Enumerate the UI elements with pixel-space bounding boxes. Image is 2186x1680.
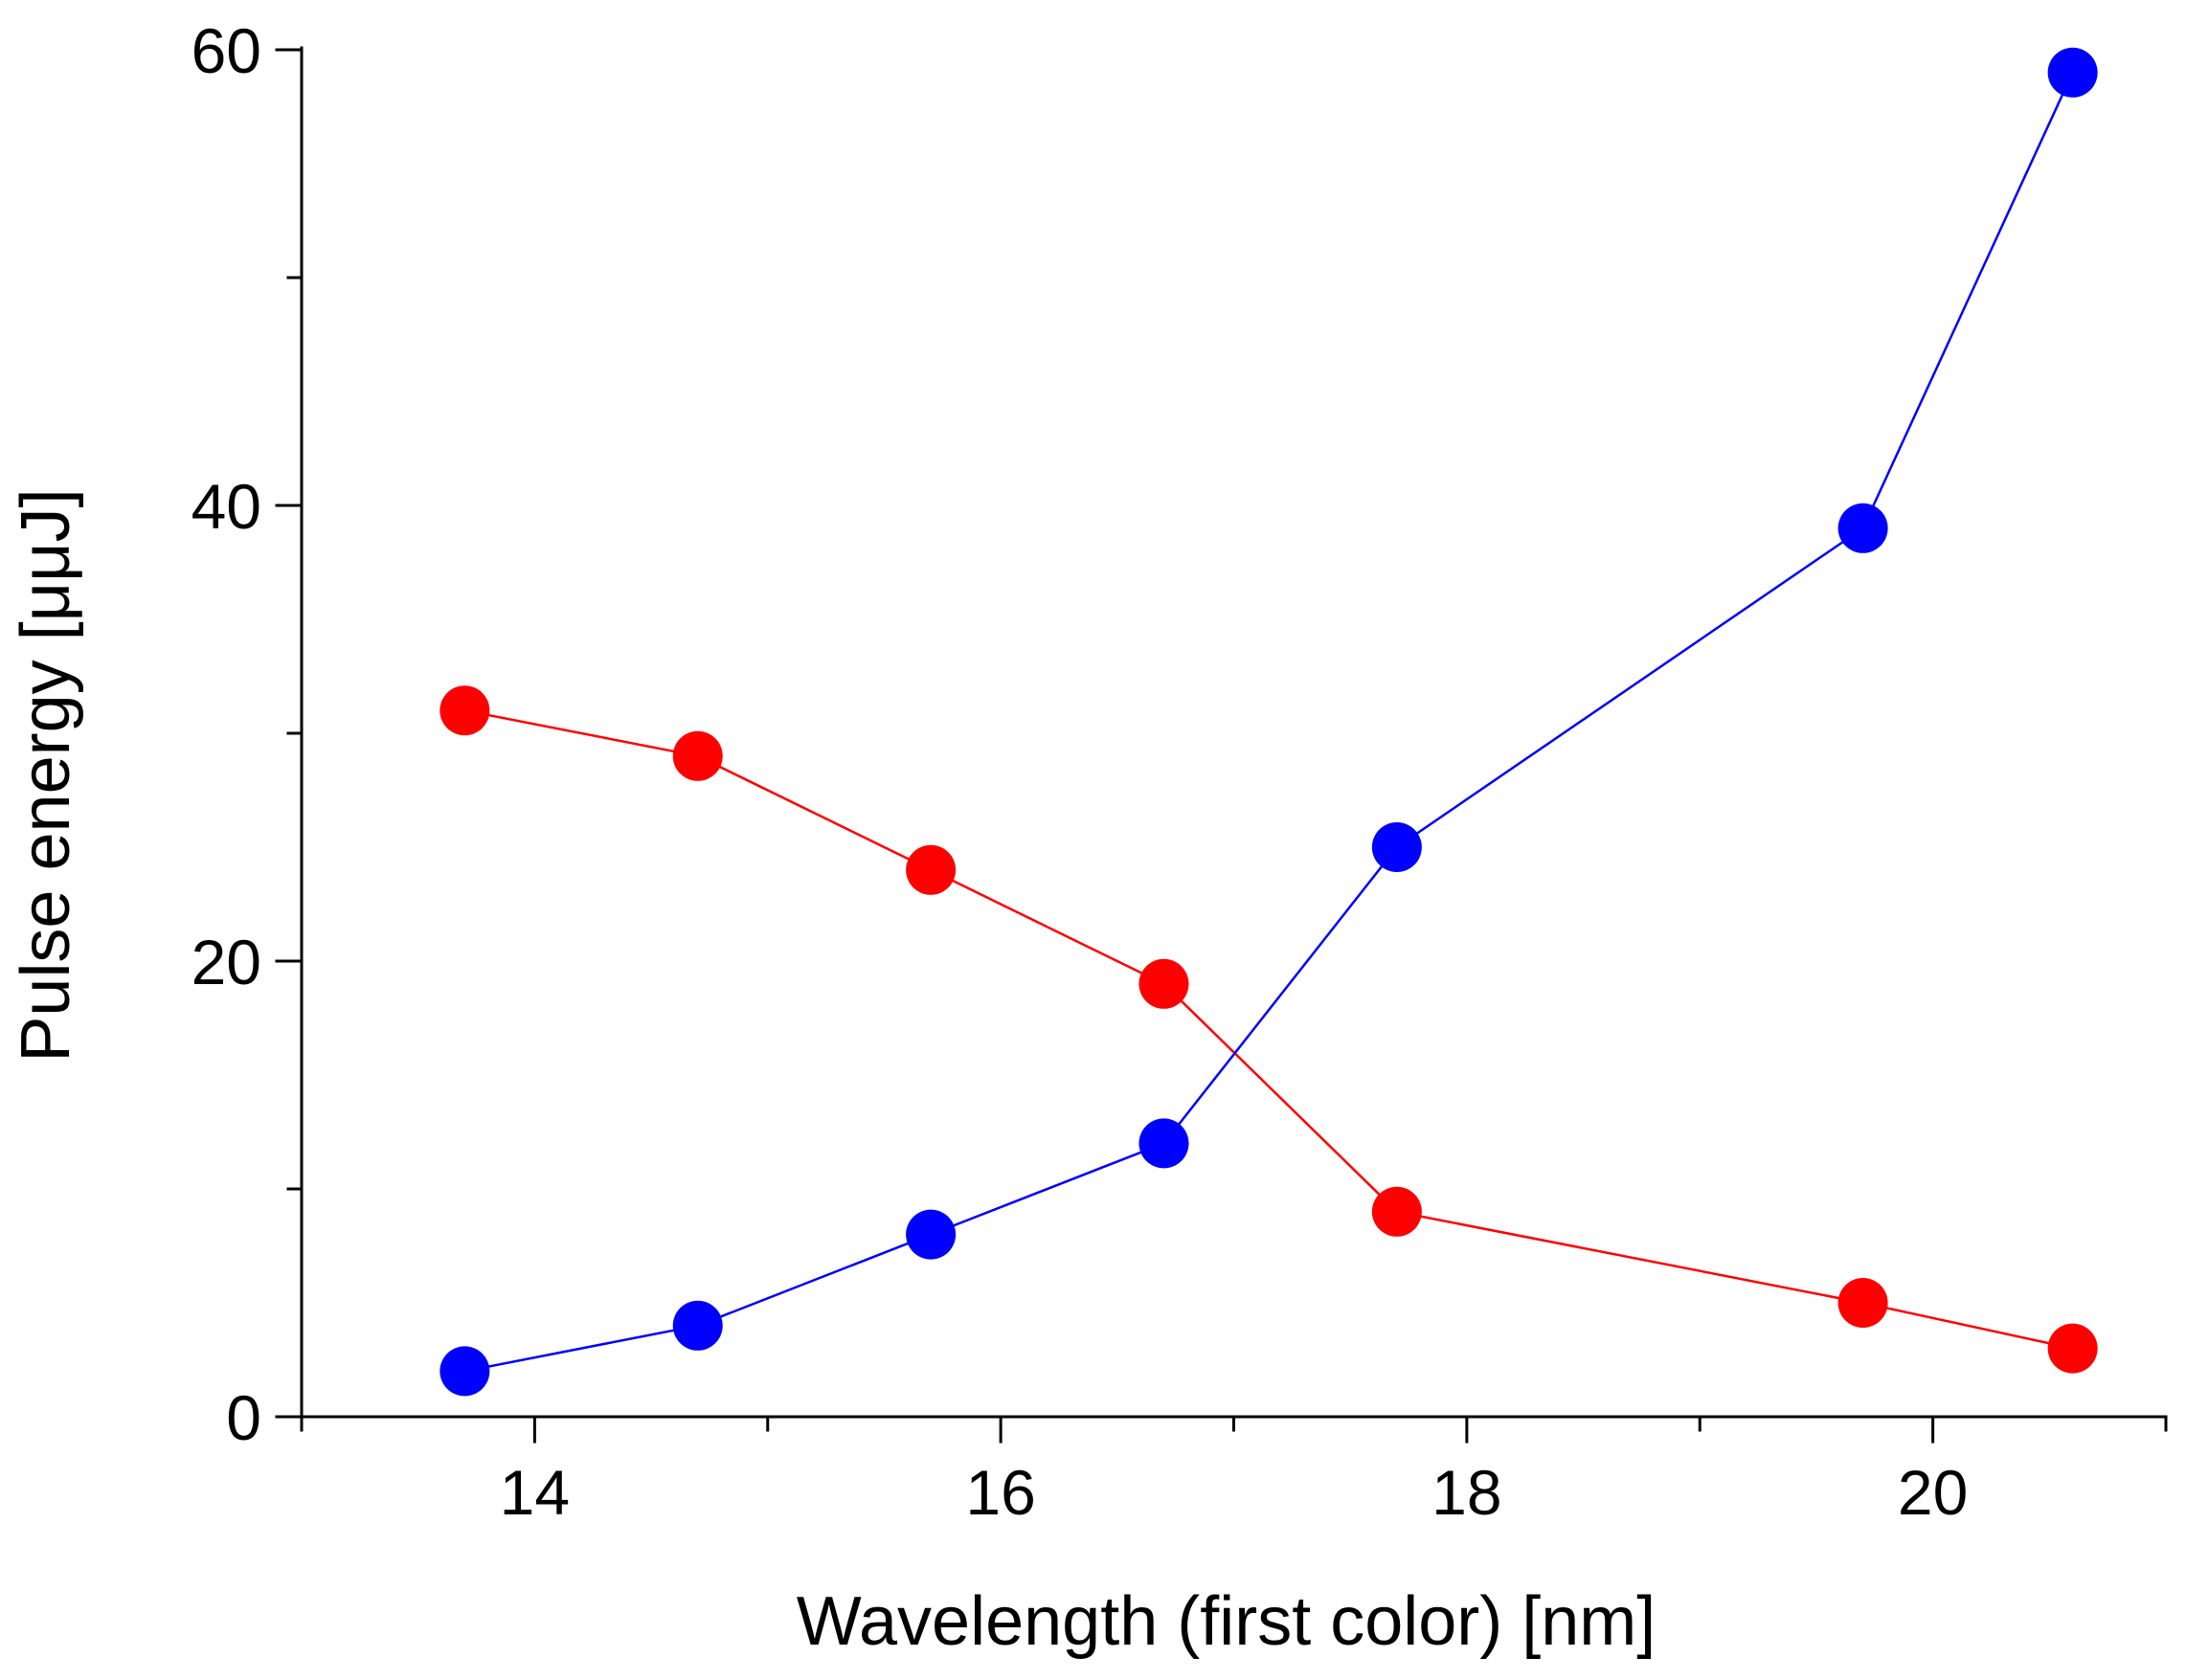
data-point-red (1837, 1278, 1888, 1328)
axes-layer: 14 16 18 20 0 20 40 60 (192, 15, 2168, 1528)
data-point-blue (906, 1209, 957, 1260)
data-point-blue (1837, 503, 1888, 553)
series-line-red (464, 708, 2073, 1350)
series-layer (439, 47, 2098, 1397)
x-tick-label: 16 (965, 1457, 1035, 1528)
y-tick-label: 60 (192, 15, 261, 86)
data-point-red (1138, 958, 1189, 1009)
x-tick-label: 20 (1898, 1457, 1968, 1528)
data-point-red (2047, 1323, 2098, 1374)
x-tick-label: 14 (500, 1457, 570, 1528)
y-tick-label: 20 (192, 927, 261, 997)
data-point-blue (1371, 822, 1422, 872)
data-point-red (672, 730, 723, 781)
data-point-red (1371, 1186, 1422, 1237)
data-point-red (439, 685, 490, 736)
data-point-blue (2047, 47, 2098, 98)
y-tick-label: 40 (192, 471, 261, 542)
data-point-red (906, 844, 957, 895)
x-tick-label: 18 (1431, 1457, 1501, 1528)
x-axis-title: Wavelength (first color) [nm] (797, 1583, 1656, 1660)
data-point-blue (672, 1300, 723, 1351)
data-point-blue (439, 1346, 490, 1397)
data-point-blue (1138, 1118, 1189, 1169)
y-axis-title: Pulse energy [μμJ] (8, 488, 84, 1062)
y-tick-label: 0 (226, 1382, 261, 1453)
series-line-blue (464, 72, 2074, 1373)
